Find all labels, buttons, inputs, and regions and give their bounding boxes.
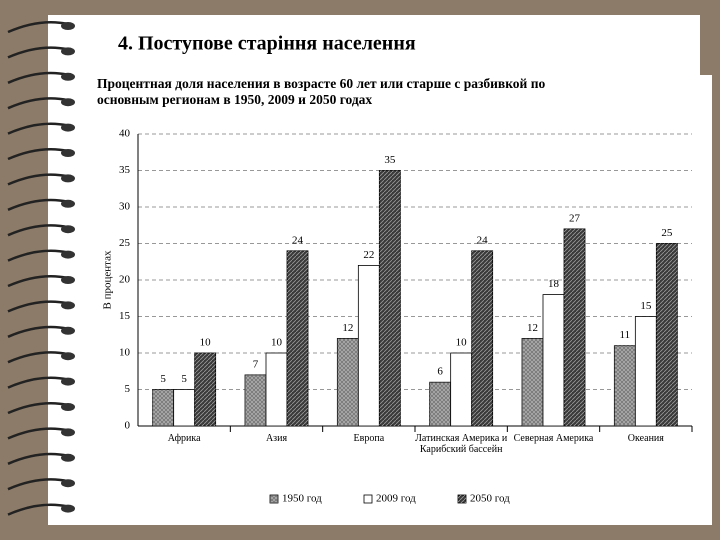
x-tick-label: Европа	[353, 433, 385, 444]
bar	[336, 337, 359, 427]
legend-swatch	[363, 494, 373, 504]
ring-hole	[61, 479, 75, 488]
bar	[378, 170, 401, 427]
chart-title: Процентная доля населения в возрасте 60 …	[97, 76, 546, 107]
ring-hole	[61, 22, 75, 30]
y-tick-label: 35	[119, 164, 131, 176]
bar	[286, 250, 309, 427]
bar	[450, 352, 473, 427]
bar	[613, 345, 636, 427]
bar	[194, 352, 217, 427]
bar	[563, 228, 586, 427]
y-tick-label: 30	[119, 201, 131, 213]
bar	[542, 294, 565, 427]
bar	[471, 250, 494, 427]
value-label: 12	[342, 322, 353, 334]
ring-hole	[61, 72, 75, 81]
value-label: 35	[384, 154, 396, 166]
value-label: 12	[527, 322, 538, 334]
y-tick-label: 15	[119, 310, 131, 322]
ring-hole	[61, 403, 75, 411]
legend-label: 1950 год	[282, 493, 322, 505]
y-tick-label: 25	[119, 237, 131, 249]
ring-hole	[61, 47, 75, 56]
bar	[244, 374, 267, 427]
ring-hole	[61, 301, 75, 310]
ring-hole	[61, 352, 75, 361]
ring-hole	[61, 428, 75, 437]
ring-hole	[61, 377, 75, 386]
page-edge	[690, 75, 712, 525]
bar	[521, 337, 544, 427]
ring-hole	[61, 504, 75, 513]
ring-hole	[61, 326, 75, 335]
ring-hole	[61, 199, 75, 208]
ring-hole	[61, 98, 75, 107]
slide-title: 4. Поступове старіння населення	[118, 33, 416, 55]
y-axis-label: В процентах	[102, 250, 114, 309]
ring-hole	[61, 453, 75, 462]
legend-label: 2009 год	[376, 493, 416, 505]
y-tick-label: 10	[119, 347, 131, 359]
value-label: 11	[620, 329, 631, 341]
value-label: 5	[160, 373, 166, 385]
bar	[357, 264, 380, 427]
ring-hole	[61, 174, 75, 183]
value-label: 10	[200, 337, 212, 349]
value-label: 10	[456, 337, 468, 349]
ring-hole	[61, 276, 75, 284]
value-label: 15	[640, 300, 652, 312]
legend-hatch	[458, 495, 466, 503]
x-tick-label: Океания	[627, 433, 664, 444]
value-label: 27	[569, 212, 581, 224]
x-tick-label: Азия	[265, 433, 288, 444]
value-label: 24	[477, 234, 489, 246]
x-tick-label: Северная Америка	[513, 433, 594, 444]
y-tick-label: 20	[119, 274, 131, 286]
value-label: 6	[437, 366, 443, 378]
value-label: 24	[292, 234, 304, 246]
value-label: 5	[181, 373, 187, 385]
legend-hatch	[270, 495, 278, 503]
bar	[152, 389, 175, 427]
spiral	[7, 21, 75, 516]
value-label: 25	[661, 227, 673, 239]
legend-label: 2050 год	[470, 493, 510, 505]
value-label: 10	[271, 337, 283, 349]
value-label: 22	[363, 249, 374, 261]
y-tick-label: 40	[119, 128, 131, 140]
ring-hole	[61, 225, 75, 234]
ring-hole	[61, 149, 75, 157]
x-tick-label: Латинская Америка и Карибский бассейн	[415, 433, 508, 455]
bar	[429, 381, 452, 427]
bar	[655, 243, 678, 427]
value-label: 18	[548, 278, 560, 290]
value-label: 7	[253, 358, 259, 370]
ring-hole	[61, 123, 75, 132]
bar	[634, 316, 657, 427]
y-tick-label: 5	[125, 383, 131, 395]
y-tick-label: 0	[125, 420, 131, 432]
ring-hole	[61, 250, 75, 259]
x-tick-label: Африка	[167, 433, 201, 444]
bar	[173, 389, 196, 427]
bar	[265, 352, 288, 427]
